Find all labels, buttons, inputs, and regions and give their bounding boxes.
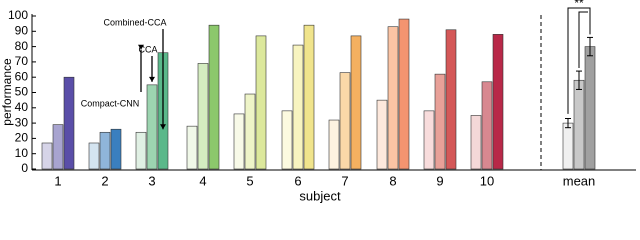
annotation: Combined-CCA bbox=[103, 17, 166, 27]
arrow-head bbox=[138, 44, 144, 50]
y-tick-label: 50 bbox=[15, 85, 29, 99]
y-tick-label: 0 bbox=[21, 161, 28, 175]
annotation: Compact-CNN bbox=[81, 98, 140, 108]
bar bbox=[208, 24, 220, 170]
bar bbox=[244, 93, 256, 170]
x-axis-label: subject bbox=[299, 188, 341, 203]
bar bbox=[339, 72, 351, 170]
chart: subject performance 01020304050607080901… bbox=[0, 0, 636, 203]
bar bbox=[350, 35, 362, 170]
bar bbox=[292, 44, 304, 170]
arrow-head bbox=[160, 124, 166, 130]
y-tick-label: 10 bbox=[15, 146, 29, 160]
x-tick-label: 3 bbox=[148, 173, 155, 188]
bar bbox=[186, 125, 198, 170]
arrow-head bbox=[149, 76, 155, 82]
bar bbox=[146, 84, 158, 170]
y-tick-label: 70 bbox=[15, 54, 29, 68]
bar bbox=[197, 63, 209, 170]
bar bbox=[41, 142, 53, 170]
x-tick-label: 6 bbox=[294, 173, 301, 188]
x-tick-label: 9 bbox=[436, 173, 443, 188]
bar bbox=[52, 124, 64, 170]
x-tick-label: 4 bbox=[199, 173, 206, 188]
x-tick-label: 8 bbox=[389, 173, 396, 188]
x-tick-label: mean bbox=[563, 173, 596, 188]
x-tick-label: 7 bbox=[341, 173, 348, 188]
significance-bracket bbox=[567, 7, 591, 114]
y-axis-label: performance bbox=[0, 58, 14, 126]
bar bbox=[376, 99, 388, 170]
y-tick-label: 80 bbox=[15, 39, 29, 53]
bar bbox=[255, 35, 267, 170]
x-tick-label: 10 bbox=[480, 173, 494, 188]
x-tick-label: 1 bbox=[54, 173, 61, 188]
bar bbox=[233, 113, 245, 170]
bar bbox=[135, 131, 147, 170]
y-tick-label: 30 bbox=[15, 115, 29, 129]
y-tick-label: 60 bbox=[15, 69, 29, 83]
bar bbox=[328, 119, 340, 170]
bar bbox=[99, 131, 111, 170]
bar bbox=[387, 26, 399, 170]
bar bbox=[445, 29, 457, 170]
y-tick-label: 40 bbox=[15, 100, 29, 114]
bar bbox=[492, 34, 504, 170]
bar bbox=[584, 46, 596, 170]
bar bbox=[88, 142, 100, 170]
annotation: CCA bbox=[138, 44, 157, 54]
bar bbox=[481, 81, 493, 170]
bar bbox=[423, 110, 435, 170]
bar bbox=[562, 122, 574, 170]
x-tick-label: 5 bbox=[246, 173, 253, 188]
y-tick-label: 20 bbox=[15, 131, 29, 145]
bar bbox=[110, 128, 122, 170]
y-tick-label: 100 bbox=[8, 8, 28, 22]
bar bbox=[398, 18, 410, 170]
x-tick-label: 2 bbox=[101, 173, 108, 188]
bar bbox=[573, 79, 585, 170]
bar bbox=[281, 110, 293, 170]
bar bbox=[434, 73, 446, 170]
significance-label: ** bbox=[574, 0, 584, 10]
bar bbox=[470, 115, 482, 170]
y-tick-label: 90 bbox=[15, 23, 29, 37]
bar bbox=[63, 76, 75, 170]
bar bbox=[303, 24, 315, 170]
